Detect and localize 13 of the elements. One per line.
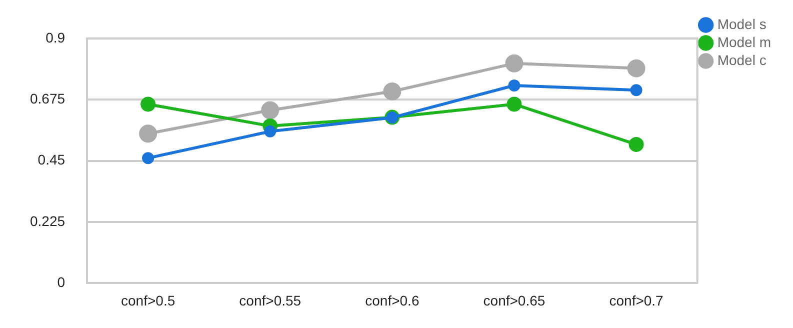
x-tick-label: conf>0.6 <box>365 292 420 308</box>
x-tick-label: conf>0.65 <box>483 292 546 308</box>
legend-label: Model c <box>717 52 766 68</box>
y-tick-label: 0.45 <box>38 152 66 168</box>
y-tick-label: 0.225 <box>30 212 66 229</box>
y-tick-label: 0.675 <box>30 90 66 106</box>
y-tick-label: 0.9 <box>46 29 66 46</box>
legend-label: Model s <box>717 16 766 32</box>
y-tick-label: 0 <box>57 274 66 290</box>
x-tick-label: conf>0.7 <box>609 292 664 308</box>
legend-label: Model m <box>717 34 772 50</box>
x-tick-label: conf>0.5 <box>121 292 176 308</box>
x-tick-label: conf>0.55 <box>239 292 302 308</box>
